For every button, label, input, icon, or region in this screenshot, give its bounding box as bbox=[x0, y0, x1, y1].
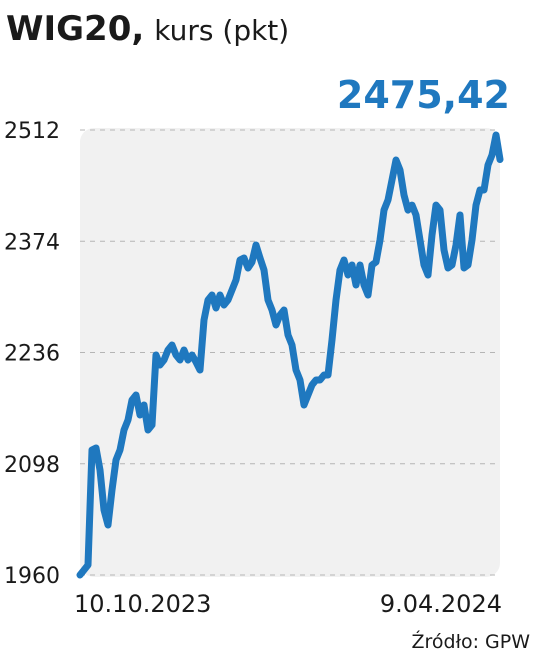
y-tick-label: 2512 bbox=[4, 119, 60, 144]
chart-subtitle: kurs (pkt) bbox=[154, 14, 289, 47]
y-tick-label: 2098 bbox=[4, 453, 60, 478]
chart-title: WIG20, bbox=[6, 9, 144, 49]
y-tick-label: 2236 bbox=[4, 342, 60, 367]
x-tick-label: 10.10.2023 bbox=[74, 590, 211, 618]
line bbox=[76, 131, 504, 579]
value-label: 2475,42 bbox=[337, 73, 510, 117]
y-tick-label: 2374 bbox=[4, 230, 60, 255]
x-tick-label: 9.04.2024 bbox=[380, 590, 502, 618]
y-tick-label: 1960 bbox=[4, 564, 60, 589]
source: Źródło: GPW bbox=[411, 630, 530, 653]
